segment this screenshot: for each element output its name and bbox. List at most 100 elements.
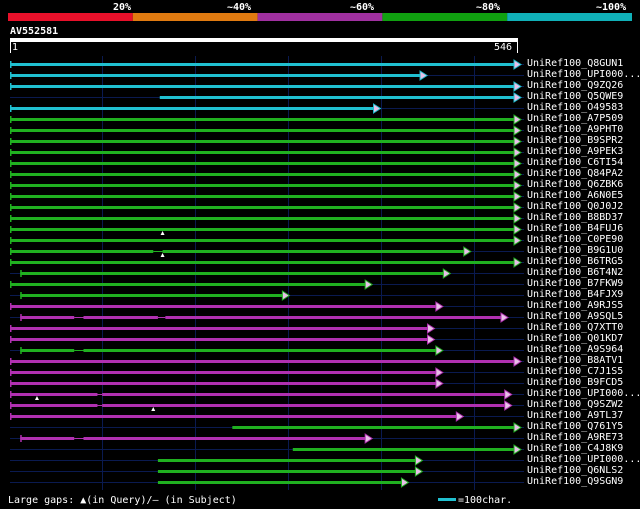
hit-bar: [20, 349, 439, 352]
hit-bar: [10, 338, 431, 341]
hit-bar: [20, 272, 447, 275]
hit-start-cap: [20, 270, 22, 277]
hit-label[interactable]: UniRef100_Q6NLS2: [527, 465, 624, 476]
hit-end-arrow: [281, 290, 291, 301]
hit-label[interactable]: UniRef100_A9S964: [527, 344, 624, 355]
hit-label[interactable]: UniRef100_B7FKW9: [527, 278, 624, 289]
hit-start-cap: [10, 281, 12, 288]
hit-label[interactable]: UniRef100_Q8GUN1: [527, 58, 624, 69]
hit-label[interactable]: UniRef100_A9PEK3: [527, 146, 624, 157]
hit-label[interactable]: UniRef100_A6N0E5: [527, 190, 624, 201]
hit-label[interactable]: UniRef100_Q6ZBK6: [527, 179, 624, 190]
hit-end-arrow: [513, 158, 522, 169]
hit-label[interactable]: UniRef100_A9RE73: [527, 432, 624, 443]
hit-label[interactable]: UniRef100_B8ATV1: [527, 355, 624, 366]
scale-bar-segment: [382, 13, 508, 21]
hit-label[interactable]: UniRef100_UPI000...: [527, 454, 640, 465]
hit-label[interactable]: UniRef100_C4J8K9: [527, 443, 624, 454]
scale-bar-segment: [132, 13, 258, 21]
hit-end-arrow: [455, 411, 465, 422]
hit-label[interactable]: UniRef100_A9TL37: [527, 410, 624, 421]
hit-label[interactable]: UniRef100_B6TRG5: [527, 256, 624, 267]
hit-label[interactable]: UniRef100_Q761Y5: [527, 421, 624, 432]
hit-start-cap: [10, 138, 12, 145]
hit-label[interactable]: UniRef100_C6TI54: [527, 157, 624, 168]
hit-bar: [10, 173, 517, 176]
hit-label[interactable]: UniRef100_B8BD37: [527, 212, 624, 223]
hit-bar: [157, 470, 419, 473]
hit-bar: [157, 481, 405, 484]
hit-bar: [10, 393, 508, 396]
hit-end-arrow: [435, 367, 444, 378]
hit-start-cap: [10, 193, 12, 200]
hit-end-arrow: [513, 81, 522, 92]
hit-end-arrow: [463, 246, 472, 257]
hit-bar: [292, 448, 517, 451]
hit-bar: [10, 140, 517, 143]
hit-label[interactable]: UniRef100_B4FUJ6: [527, 223, 624, 234]
hit-bar: [10, 283, 369, 286]
query-name: AV552581: [10, 26, 59, 37]
hit-label[interactable]: UniRef100_B9SPR2: [527, 135, 624, 146]
hit-bar: [10, 107, 377, 110]
scale-bar-segment: [507, 13, 632, 21]
hit-start-cap: [10, 248, 12, 255]
hit-label[interactable]: UniRef100_Q9SZW2: [527, 399, 624, 410]
hit-end-arrow: [419, 70, 428, 81]
hit-label[interactable]: UniRef100_UPI000...: [527, 69, 640, 80]
hit-bar: [157, 459, 419, 462]
hit-label[interactable]: UniRef100_B4FJX9: [527, 289, 624, 300]
hit-end-arrow: [513, 202, 522, 213]
hit-end-arrow: [513, 92, 522, 103]
scale-bar-segment: [257, 13, 383, 21]
hit-end-arrow: [513, 191, 522, 202]
hit-label[interactable]: UniRef100_Q0J0J2: [527, 201, 624, 212]
hit-bar: [10, 239, 517, 242]
hit-label[interactable]: UniRef100_C7J1S5: [527, 366, 624, 377]
hit-bar: [10, 228, 517, 231]
hit-label[interactable]: UniRef100_Q9SGN9: [527, 476, 624, 487]
hit-end-arrow: [513, 180, 522, 191]
hit-start-cap: [20, 292, 22, 299]
hit-label[interactable]: UniRef100_B6T4N2: [527, 267, 624, 278]
hit-label[interactable]: UniRef100_A9SQL5: [527, 311, 624, 322]
hit-start-cap: [10, 259, 12, 266]
hit-label[interactable]: UniRef100_B9FCD5: [527, 377, 624, 388]
hit-end-arrow: [513, 444, 522, 455]
hit-start-cap: [10, 182, 12, 189]
hit-label[interactable]: UniRef100_A9PHT0: [527, 124, 624, 135]
hit-bar: [10, 74, 424, 77]
hit-label[interactable]: UniRef100_UPI000...: [527, 388, 640, 399]
hit-start-cap: [10, 171, 12, 178]
hit-start-cap: [10, 72, 12, 79]
query-gap-marker: [34, 396, 39, 400]
hit-end-arrow: [414, 466, 424, 477]
hit-bar: [10, 217, 517, 220]
hit-bar: [20, 437, 369, 440]
hit-label[interactable]: UniRef100_A7P509: [527, 113, 624, 124]
hit-end-arrow: [513, 125, 522, 136]
hit-label[interactable]: UniRef100_Q01KD7: [527, 333, 624, 344]
hit-label[interactable]: UniRef100_Q84PA2: [527, 168, 624, 179]
scale-bar-segment: [8, 13, 133, 21]
hit-label[interactable]: UniRef100_A9RJS5: [527, 300, 624, 311]
hit-label[interactable]: UniRef100_Q5QWE9: [527, 91, 624, 102]
hit-label[interactable]: UniRef100_Q9ZQ26: [527, 80, 624, 91]
hit-label[interactable]: UniRef100_O49583: [527, 102, 624, 113]
hit-start-cap: [10, 358, 12, 365]
hit-start-cap: [10, 215, 12, 222]
hit-start-cap: [10, 369, 12, 376]
hit-end-arrow: [513, 136, 522, 147]
hit-end-arrow: [426, 334, 436, 345]
hit-label[interactable]: UniRef100_B9G1U0: [527, 245, 624, 256]
hit-label[interactable]: UniRef100_Q7XTT0: [527, 322, 624, 333]
scale-label-20: 20%: [113, 2, 132, 13]
hit-end-arrow: [513, 147, 522, 158]
hit-end-arrow: [435, 345, 444, 356]
hit-start-cap: [10, 391, 12, 398]
hit-label[interactable]: UniRef100_C0PE90: [527, 234, 624, 245]
query-gap-marker: [151, 407, 156, 411]
hit-start-cap: [10, 83, 12, 90]
hit-bar: [10, 305, 439, 308]
hit-start-cap: [10, 116, 12, 123]
